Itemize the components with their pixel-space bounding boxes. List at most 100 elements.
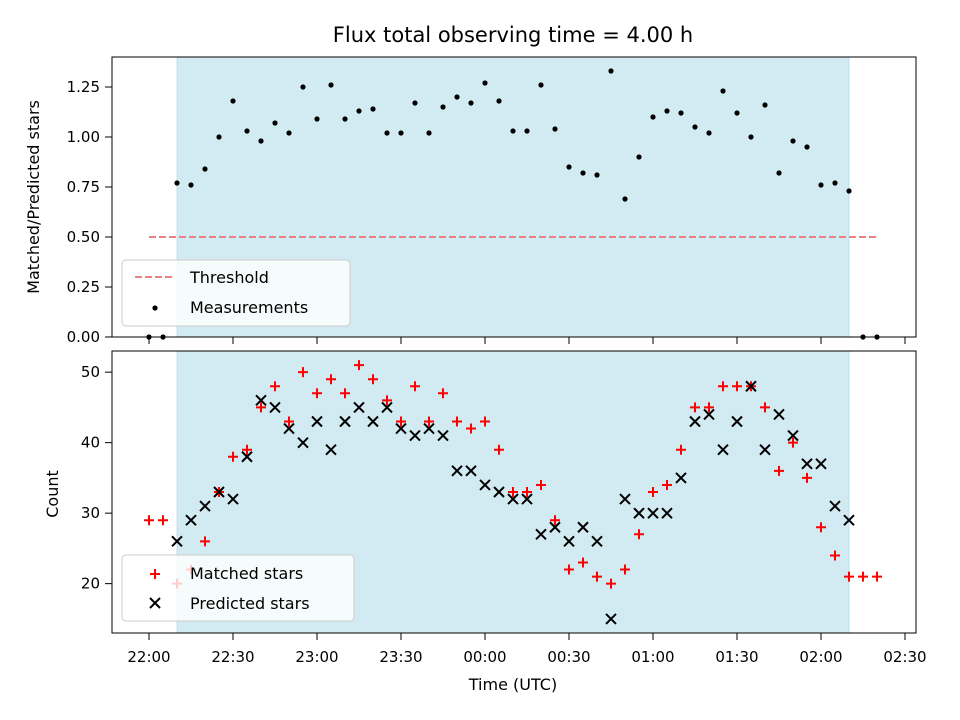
matched-star-point: [858, 571, 868, 582]
measurement-point: [398, 130, 404, 136]
matched-star-point: [494, 444, 504, 455]
predicted-star-point: [409, 429, 421, 442]
matched-star-point: [634, 529, 644, 540]
predicted-star-point: [801, 458, 813, 470]
measurement-point: [552, 126, 558, 132]
y-tick-label: 1.00: [67, 128, 100, 146]
predicted-star-point: [549, 521, 561, 533]
top-axes: Flux total observing time = 4.00 h Match…: [24, 23, 917, 346]
matched-star-point: [844, 571, 854, 582]
matched-star-point: [760, 402, 770, 413]
matched-star-point: [354, 360, 364, 371]
measurement-point: [594, 172, 600, 178]
predicted-star-point: [381, 401, 393, 414]
top-y-axis-label: Matched/Predicted stars: [24, 100, 43, 294]
legend-box: [121, 259, 351, 327]
predicted-star-point: [451, 465, 463, 477]
measurement-point: [720, 88, 726, 94]
matched-star-point: [718, 381, 728, 392]
predicted-star-point: [339, 415, 351, 428]
x-tick-label: 23:30: [379, 648, 422, 666]
y-tick-label: 1.25: [67, 78, 100, 96]
measurement-point: [174, 180, 180, 186]
measurement-point: [216, 134, 222, 140]
matched-star-point: [592, 571, 602, 582]
measurement-point: [188, 182, 194, 188]
predicted-star-point: [213, 486, 225, 498]
measurement-point: [314, 116, 320, 122]
matched-star-point: [340, 388, 350, 399]
predicted-star-point: [591, 535, 603, 548]
top-legend: Threshold Measurements: [121, 259, 351, 327]
measurement-point: [762, 102, 768, 108]
measurement-point: [202, 166, 208, 172]
measurement-point: [286, 130, 292, 136]
measurement-point: [804, 144, 810, 150]
y-tick-label: 20: [81, 575, 100, 593]
x-tick-label: 02:00: [799, 648, 842, 666]
y-tick-label: 30: [81, 504, 100, 522]
predicted-star-point: [423, 422, 435, 435]
predicted-star-point: [731, 415, 743, 428]
matched-star-point: [536, 479, 546, 490]
predicted-star-point: [521, 493, 533, 505]
matched-star-point: [424, 416, 434, 427]
matched-star-point: [312, 388, 322, 399]
measurement-point: [636, 154, 642, 160]
predicted-star-point: [689, 415, 701, 428]
predicted-star-point: [479, 479, 491, 491]
measurement-point: [454, 94, 460, 100]
predicted-star-point: [717, 443, 729, 456]
predicted-star-point: [605, 613, 617, 625]
predicted-star-point: [773, 408, 785, 421]
matched-star-point: [256, 402, 266, 413]
predicted-star-point: [269, 401, 281, 414]
measurement-point: [818, 182, 824, 188]
measurement-point: [524, 128, 530, 134]
x-tick-label: 23:00: [295, 648, 338, 666]
matched-star-point: [676, 444, 686, 455]
predicted-star-point: [815, 458, 827, 470]
matched-star-point: [368, 374, 378, 385]
measurement-point: [258, 138, 264, 144]
measurement-point: [510, 128, 516, 134]
predicted-star-point: [661, 507, 673, 519]
measurement-point: [832, 180, 838, 186]
predicted-star-point: [745, 380, 757, 392]
x-tick-label: 00:30: [547, 648, 590, 666]
measurement-point: [580, 170, 586, 176]
predicted-star-point: [535, 528, 547, 541]
predicted-star-point: [185, 514, 197, 526]
predicted-star-point: [241, 451, 253, 463]
bottom-legend: Matched stars Predicted stars: [121, 554, 355, 622]
measurement-point: [538, 82, 544, 88]
matched-star-point: [466, 423, 476, 434]
predicted-star-point: [437, 429, 449, 442]
predicted-star-point: [353, 401, 365, 414]
predicted-star-point: [507, 493, 519, 505]
legend-box: [121, 554, 355, 622]
matched-star-point: [648, 487, 658, 497]
predicted-star-point: [633, 507, 645, 519]
x-tick-label: 01:00: [631, 648, 674, 666]
matched-star-point: [606, 578, 616, 589]
matched-star-point: [382, 395, 392, 406]
predicted-star-point: [227, 493, 239, 505]
measurement-point: [440, 104, 446, 110]
predicted-star-point: [283, 422, 295, 435]
predicted-star-point: [577, 521, 589, 533]
predicted-star-point: [199, 500, 211, 512]
predicted-star-point: [311, 415, 323, 428]
top-axis-ticks: 0.00 0.25 0.50 0.75 1.00 1.25: [67, 78, 906, 346]
predicted-star-point: [465, 465, 477, 477]
y-tick-label: 0.00: [67, 328, 100, 346]
x-tick-label: 02:30: [883, 648, 926, 666]
measurement-point: [678, 110, 684, 116]
matched-star-point: [480, 416, 490, 427]
measurement-point: [426, 130, 432, 136]
measurement-point: [608, 68, 614, 74]
legend-threshold-label: Threshold: [189, 268, 269, 287]
measurement-point: [370, 106, 376, 112]
bottom-axes: Count Time (UTC) 20 30 40 50 22:00 22:30 23:00…: [43, 350, 927, 694]
matched-star-point: [816, 522, 826, 533]
